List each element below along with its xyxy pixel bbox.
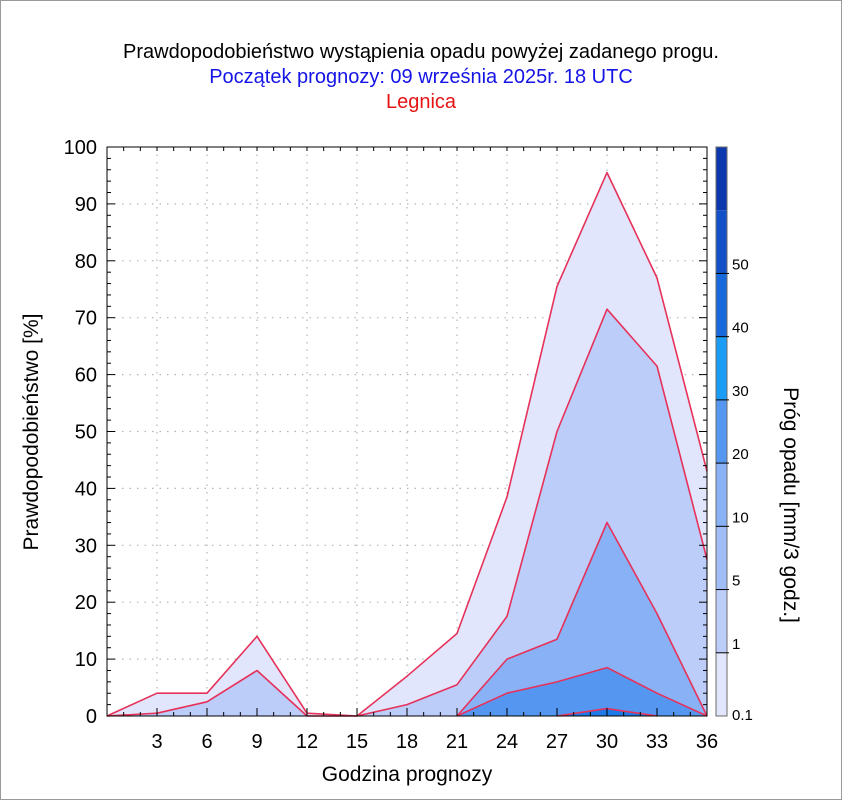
colorbar-segment	[716, 652, 727, 716]
y-tick-label: 50	[75, 422, 97, 444]
colorbar-segment	[716, 273, 727, 337]
x-tick-label: 12	[296, 731, 318, 753]
location-label: Legnica	[385, 91, 457, 113]
x-tick-label: 27	[546, 731, 568, 753]
colorbar-segment	[716, 463, 727, 527]
y-tick-label: 0	[86, 706, 97, 728]
colorbar-level-label: 50	[732, 256, 749, 273]
axes: 3 6 9 12 15 18 21 24 27 30 33 360102030405060708090…	[64, 137, 719, 753]
colorbar-segment	[716, 526, 727, 590]
x-tick-label: 21	[446, 731, 468, 753]
colorbar-level-label: 10	[732, 509, 749, 526]
y-tick-label: 60	[75, 365, 97, 387]
colorbar-segment	[716, 210, 727, 274]
colorbar-level-label: 5	[732, 573, 740, 590]
colorbar-level-label: 1	[732, 636, 740, 653]
y-tick-label: 90	[75, 194, 97, 216]
colorbar-title: Próg opadu [mm/3 godz.]	[779, 387, 802, 623]
y-tick-label: 70	[75, 308, 97, 330]
x-tick-label: 9	[251, 731, 262, 753]
grid	[107, 147, 707, 716]
area-threshold-5	[457, 522, 707, 716]
y-tick-label: 10	[75, 649, 97, 671]
colorbar-segment	[716, 399, 727, 464]
area-threshold-1	[107, 309, 707, 716]
x-tick-label: 6	[201, 731, 212, 753]
colorbar-segment	[716, 589, 727, 653]
area-threshold-10	[457, 667, 707, 716]
colorbar-segment	[716, 336, 727, 400]
x-tick-label: 3	[151, 731, 162, 753]
y-tick-label: 100	[64, 137, 97, 159]
colorbar-border	[715, 146, 728, 717]
x-axis-title: Godzina prognozy	[322, 763, 493, 786]
line-threshold-5	[456, 521, 708, 717]
colorbar-level-label: 0.1	[732, 707, 753, 724]
y-axis-title: Prawdopodobieństwo [%]	[20, 314, 43, 551]
forecast-start-subtitle: Początek prognozy: 09 września 2025r. 18…	[209, 66, 633, 88]
colorbar-level-label: 40	[732, 320, 749, 337]
colorbar-level-label: 30	[732, 383, 749, 400]
y-tick-label: 40	[75, 478, 97, 500]
colorbar: 0.1 1 5 10 20 30 40 50	[715, 146, 753, 724]
x-tick-label: 15	[346, 731, 368, 753]
x-tick-label: 33	[646, 731, 668, 753]
probability-areas	[106, 171, 708, 717]
x-tick-label: 36	[696, 731, 718, 753]
line-threshold-1	[106, 308, 708, 717]
y-tick-label: 80	[75, 251, 97, 273]
chart-title: Prawdopodobieństwo wystąpienia opadu pow…	[123, 41, 719, 63]
colorbar-segment	[716, 147, 727, 211]
line-threshold-10	[456, 666, 708, 717]
line-threshold-0.1	[106, 171, 708, 717]
x-tick-label: 18	[396, 731, 418, 753]
y-tick-label: 20	[75, 592, 97, 614]
y-tick-label: 30	[75, 535, 97, 557]
x-tick-label: 24	[496, 731, 518, 753]
colorbar-level-label: 20	[732, 446, 749, 463]
x-tick-label: 30	[596, 731, 618, 753]
